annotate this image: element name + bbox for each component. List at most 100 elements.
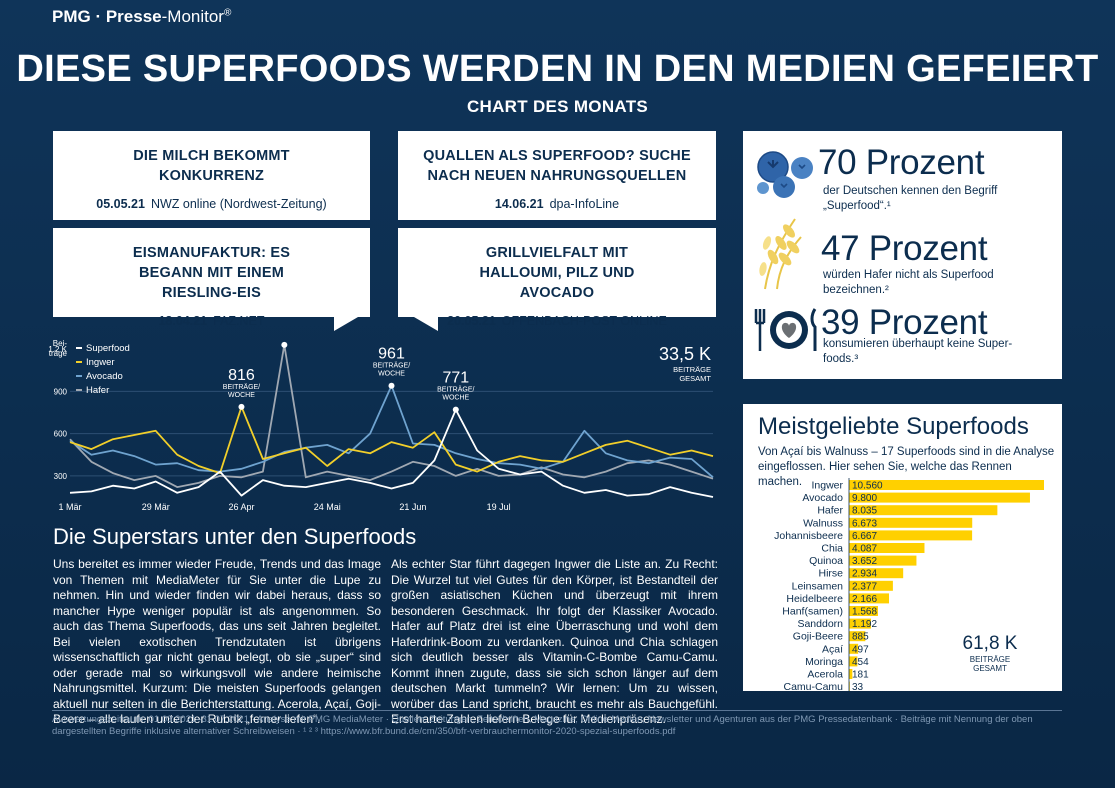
bar: [849, 530, 973, 541]
bar-category-label: Walnuss: [803, 517, 843, 529]
news-meta: 14.06.21 dpa-InfoLine: [494, 197, 620, 211]
bar-value-label: 497: [852, 644, 869, 655]
bar: [849, 517, 973, 528]
x-tick-label: 19 Jul: [487, 502, 511, 512]
bar-value-label: 1.192: [852, 619, 877, 630]
footer-divider: [52, 710, 1062, 711]
bar-value-label: 6.667: [852, 531, 877, 542]
stats-panel: 70 Prozent der Deutschen kennen den Begr…: [743, 131, 1062, 379]
page-subtitle: CHART DES MONATS: [466, 97, 649, 116]
footer-note: Auswertungszeitraum: 01.03.2021–31.07.20…: [52, 714, 1033, 737]
stat-text: der Deutschen kennen den Begriff „Superf…: [823, 185, 998, 212]
legend-label: Hafer: [86, 385, 109, 396]
peak-marker: [238, 403, 245, 410]
bar-value-label: 454: [852, 657, 869, 668]
stat-number: 47 Prozent: [821, 229, 988, 268]
ranking-total-value: 61,8 K: [962, 633, 1018, 654]
series-line-superfood: [69, 408, 714, 498]
bar: [849, 681, 850, 691]
news-headline: DIE MILCH BEKOMMT KONKURRENZ: [133, 148, 290, 184]
ranking-total-label: BEITRÄGE: [969, 655, 1011, 664]
bar: [849, 505, 998, 516]
bar-category-label: Chia: [821, 543, 843, 555]
legend-label: Ingwer: [86, 357, 115, 368]
blueberries-icon: [757, 151, 813, 198]
bar-value-label: 1.568: [852, 607, 877, 618]
bar: [849, 580, 893, 591]
bar-category-label: Hirse: [818, 568, 843, 580]
ranking-total: 61,8 K BEITRÄGE GESAMT: [943, 633, 1037, 673]
speech-tail: [334, 317, 358, 331]
x-tick-label: 26 Apr: [228, 502, 254, 512]
bar-category-label: Sanddorn: [797, 618, 843, 630]
brand-logo: PMG · Presse-Monitor®: [52, 7, 232, 26]
bar-category-label: Açaí: [822, 643, 843, 655]
news-card: EISMANUFAKTUR: ES BEGANN MIT EINEM RIESL…: [53, 228, 370, 331]
bar-value-label: 8.035: [852, 506, 877, 517]
ranking-subtitle: Von Açaí bis Walnuss – 17 Superfoods sin…: [758, 446, 1055, 488]
series-line-avocado: [69, 384, 714, 478]
x-tick-label: 24 Mai: [314, 502, 341, 512]
stat-number: 39 Prozent: [821, 303, 988, 342]
news-headline: QUALLEN ALS SUPERFOOD? SUCHE NACH NEUEN …: [423, 148, 691, 184]
ranking-total-label: GESAMT: [973, 664, 1007, 673]
bar: [849, 480, 1044, 490]
bar-category-label: Goji-Beere: [793, 631, 843, 643]
bar: [849, 656, 858, 667]
bar-category-label: Heidelbeere: [786, 593, 843, 605]
bar-category-label: Johannisbeere: [774, 530, 843, 542]
peak-label: BEITRÄGE/: [373, 362, 410, 370]
y-axis-label: Bei-: [53, 339, 68, 348]
news-meta: 20.05.21 OFFENBACH-POST ONLINE: [447, 314, 667, 328]
bar-value-label: 10.560: [852, 481, 883, 492]
x-tick-label: 21 Jun: [399, 502, 426, 512]
y-axis-label: träge: [49, 349, 68, 358]
stat-text: konsumieren überhaupt keine Super-foods.…: [823, 338, 1013, 365]
news-meta: 05.05.21 NWZ online (Nordwest-Zeitung): [96, 197, 327, 211]
bar: [849, 631, 866, 642]
stat-number: 70 Prozent: [818, 143, 985, 182]
peak-label: BEITRÄGE/: [223, 383, 260, 391]
news-card: GRILLVIELFALT MIT HALLOUMI, PILZ UND AVO…: [398, 228, 716, 331]
bar-value-label: 885: [852, 632, 869, 643]
plate-heart-icon: [754, 308, 817, 351]
bar-value-label: 2.377: [852, 581, 877, 592]
legend-label: Superfood: [86, 343, 130, 354]
x-tick-label: 1 Mär: [58, 502, 81, 512]
news-headline: GRILLVIELFALT MIT HALLOUMI, PILZ UND AVO…: [479, 245, 635, 301]
bar-category-label: Hafer: [817, 505, 843, 517]
bar: [849, 543, 925, 553]
y-tick-label: 900: [54, 387, 68, 396]
peak-label: WOCHE: [228, 392, 255, 399]
news-card: QUALLEN ALS SUPERFOOD? SUCHE NACH NEUEN …: [398, 131, 716, 220]
bar-value-label: 4.087: [852, 544, 877, 555]
bar-value-label: 2.166: [852, 594, 877, 605]
news-card: DIE MILCH BEKOMMT KONKURRENZ 05.05.21 NWZ…: [53, 131, 370, 220]
y-tick-label: 300: [54, 472, 68, 481]
peak-label: BEITRÄGE/: [437, 386, 474, 394]
ranking-title: Meistgeliebte Superfoods: [758, 413, 1029, 440]
bar-category-label: Ingwer: [811, 480, 843, 492]
bar: [849, 643, 859, 654]
y-tick-label: 1.2 K: [48, 345, 67, 354]
bar-category-label: Acerola: [807, 669, 843, 681]
bar-category-label: Avocado: [802, 492, 843, 504]
bar: [849, 606, 878, 616]
legend-label: Avocado: [86, 371, 123, 382]
bar-category-label: Camu-Camu: [783, 681, 843, 691]
chart-total-value: 33,5 K: [659, 344, 711, 364]
peak-value: 816: [228, 367, 255, 384]
series-line-hafer: [69, 343, 714, 489]
news-headline: EISMANUFAKTUR: ES BEGANN MIT EINEM RIESL…: [132, 245, 291, 301]
bar-value-label: 181: [852, 670, 869, 681]
bar: [849, 568, 904, 579]
bar: [849, 593, 889, 604]
peak-label: WOCHE: [442, 395, 469, 402]
bar-value-label: 2.934: [852, 569, 877, 580]
article-column-1: Uns bereitet es immer wieder Freude, Tre…: [53, 557, 381, 726]
speech-tail: [414, 317, 438, 331]
bar: [849, 669, 853, 679]
chart-total-label: BEITRÄGE: [673, 365, 711, 374]
ranking-panel: Meistgeliebte Superfoods Von Açaí bis Wa…: [743, 404, 1062, 691]
